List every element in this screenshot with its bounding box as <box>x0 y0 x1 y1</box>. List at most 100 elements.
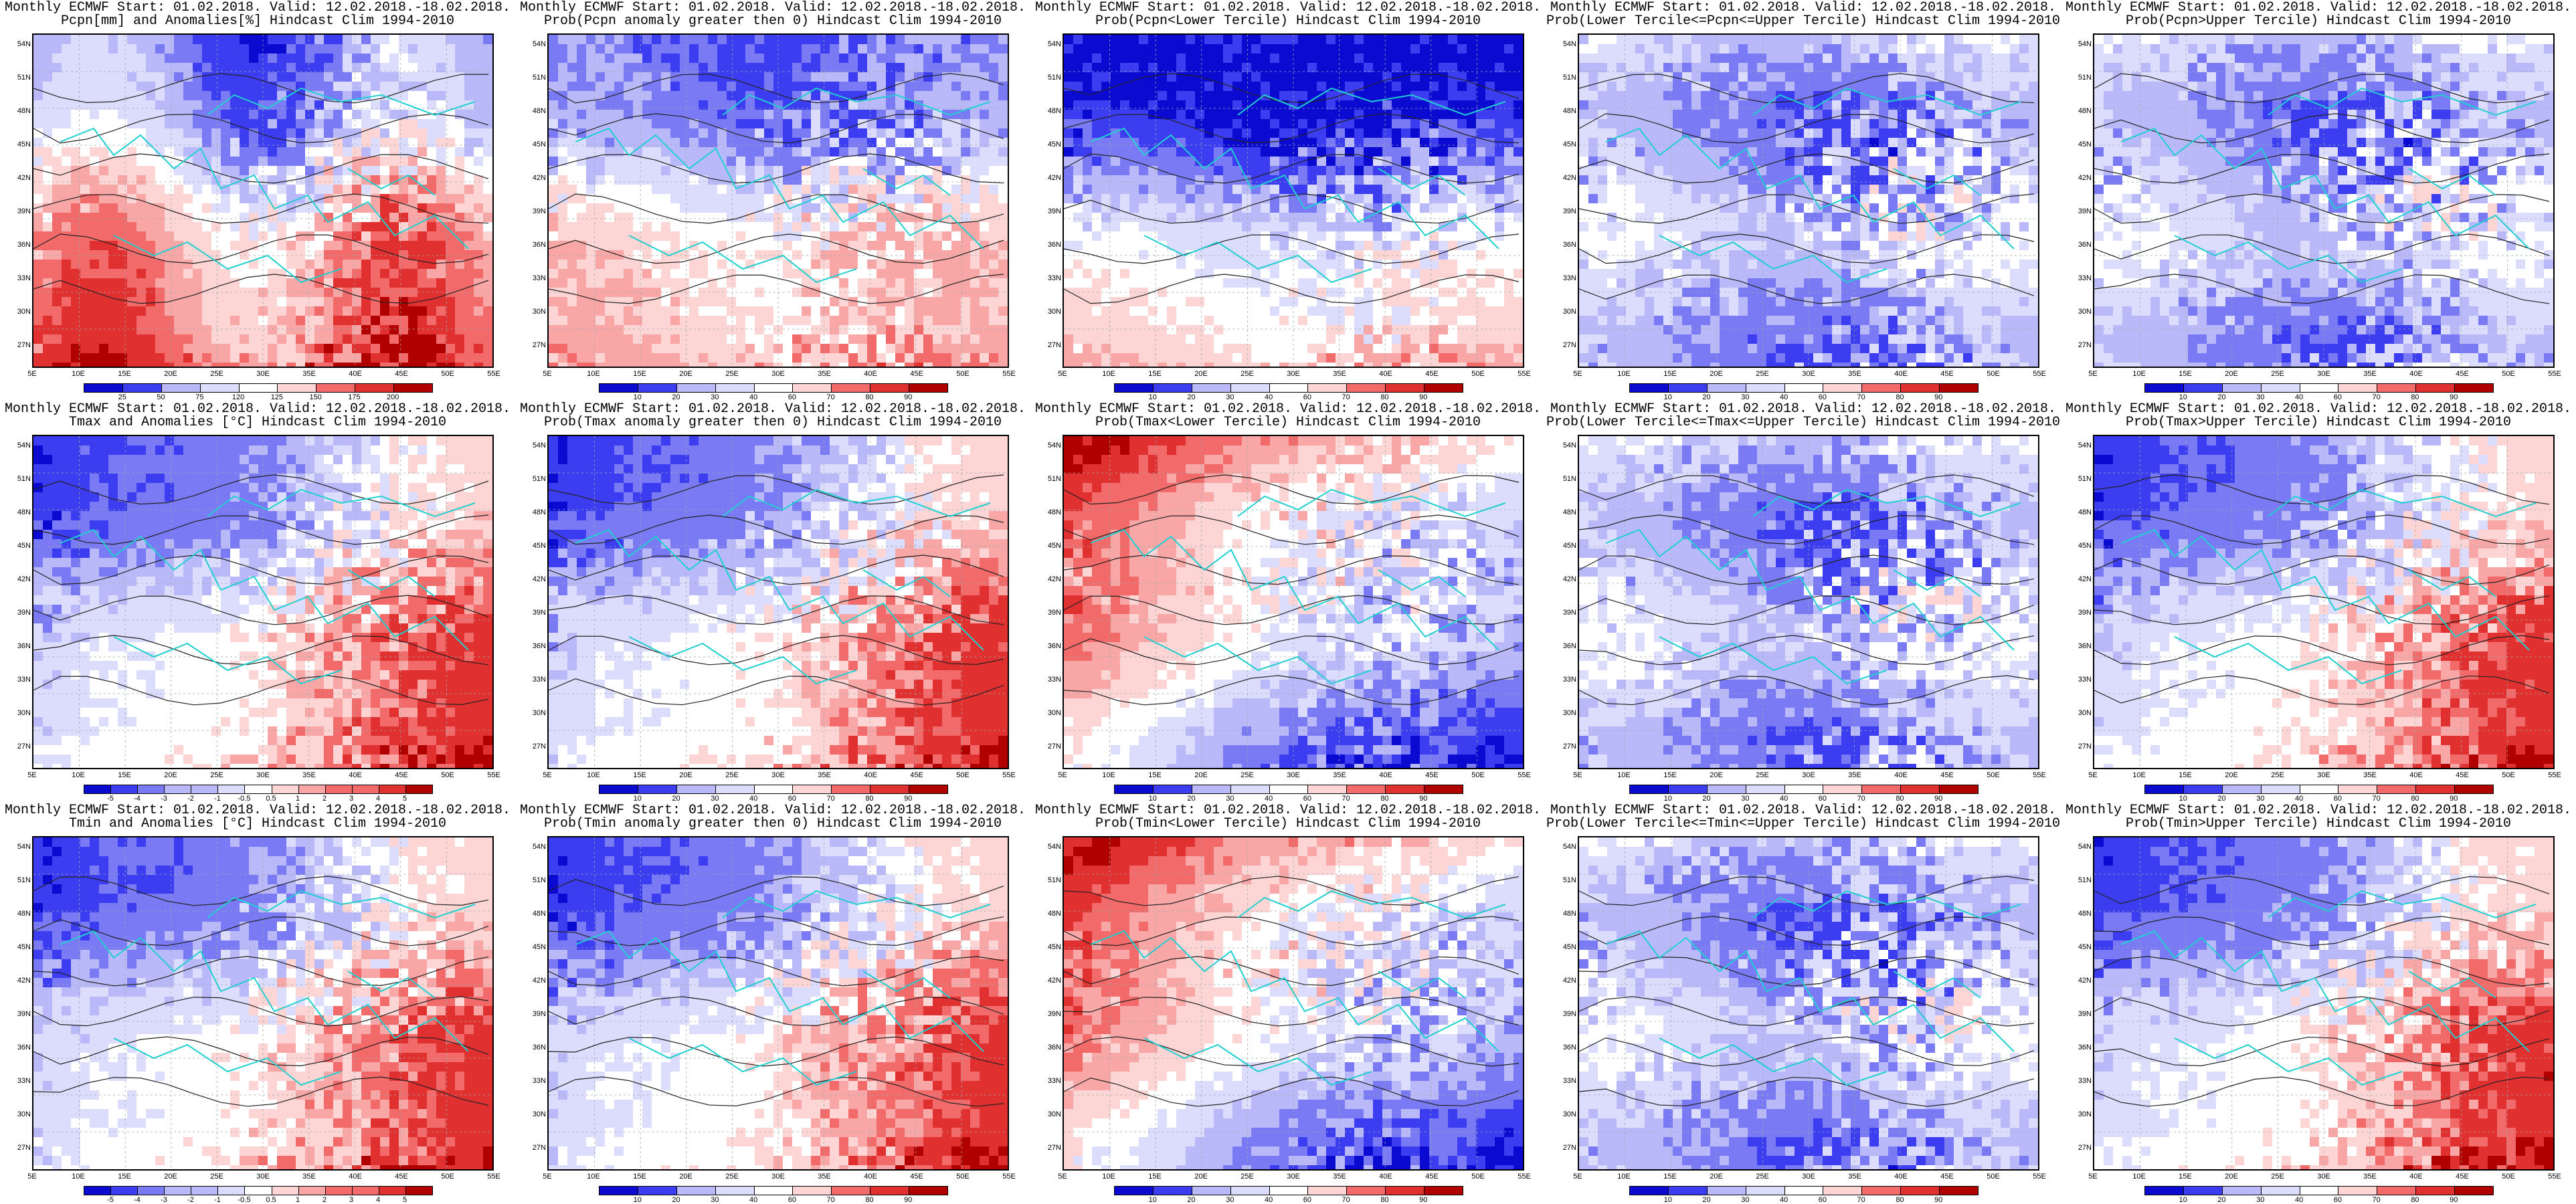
forecast-map-panel: Monthly ECMWF Start: 01.02.2018. Valid: … <box>1546 803 2061 1204</box>
colorbar-swatch <box>1269 384 1309 392</box>
latitude-label: 39N <box>1040 609 1061 617</box>
colorbar-tick-label: 20 <box>666 1196 686 1204</box>
colorbar-swatch <box>1823 1187 1863 1195</box>
colorbar-tick-label: 60 <box>1297 1196 1317 1204</box>
colorbar-swatch <box>191 785 219 793</box>
colorbar-swatch <box>2300 785 2339 793</box>
map-title-line-1: Monthly ECMWF Start: 01.02.2018. Valid: … <box>515 804 1030 817</box>
longitude-label: 30E <box>1795 1173 1822 1181</box>
longitude-label: 20E <box>1703 771 1730 779</box>
colorbar-swatch <box>1823 785 1863 793</box>
map-title: Monthly ECMWF Start: 01.02.2018. Valid: … <box>1546 403 2061 429</box>
colorbar-swatch <box>1269 1187 1309 1195</box>
colorbar-tick-label: -4 <box>127 795 147 803</box>
colorbar-swatch <box>870 1187 910 1195</box>
colorbar-swatch <box>245 785 272 793</box>
latitude-label: 51N <box>525 876 546 884</box>
map-title: Monthly ECMWF Start: 01.02.2018. Valid: … <box>2061 804 2576 831</box>
map-canvas <box>2093 435 2555 769</box>
colorbar-tick-label: 40 <box>1259 795 1279 803</box>
colorbar-swatch <box>2145 1187 2184 1195</box>
latitude-label: 27N <box>1555 1144 1576 1152</box>
map-canvas <box>1063 33 1524 368</box>
colorbar-tick-label: 20 <box>1182 393 1202 401</box>
colorbar-tick-label: -1 <box>207 795 227 803</box>
latitude-label: 30N <box>1555 709 1576 717</box>
longitude-label: 35E <box>1841 771 1868 779</box>
longitude-label: 40E <box>857 370 884 378</box>
colorbar-swatch <box>1308 785 1348 793</box>
longitude-label: 30E <box>765 1173 792 1181</box>
colorbar-tick-label: 200 <box>383 393 403 401</box>
longitude-label: 55E <box>2541 771 2568 779</box>
longitude-label: 20E <box>672 370 699 378</box>
longitude-label: 50E <box>949 1173 976 1181</box>
latitude-label: 48N <box>9 910 31 918</box>
latitude-label: 39N <box>9 207 31 215</box>
map-canvas <box>547 836 1009 1171</box>
colorbar-swatch <box>2377 1187 2417 1195</box>
longitude-label: 25E <box>2264 1173 2291 1181</box>
longitude-label: 35E <box>296 1173 323 1181</box>
colorbar-swatch <box>1630 384 1669 392</box>
colorbar-tick-label: 25 <box>112 393 132 401</box>
latitude-label: 54N <box>1040 40 1061 48</box>
latitude-label: 45N <box>1555 140 1576 148</box>
longitude-label: 50E <box>1465 1173 1491 1181</box>
colorbar-swatch <box>1862 384 1902 392</box>
longitude-label: 45E <box>1934 370 1960 378</box>
longitude-label: 30E <box>765 370 792 378</box>
longitude-label: 20E <box>672 771 699 779</box>
colorbar-swatch <box>1707 785 1746 793</box>
shaded-field <box>1064 436 1523 768</box>
colorbar-tick-label: -5 <box>100 795 120 803</box>
colorbar-tick-label: 5 <box>395 1196 415 1204</box>
forecast-map-panel: Monthly ECMWF Start: 01.02.2018. Valid: … <box>2061 803 2576 1204</box>
longitude-label: 10E <box>580 370 607 378</box>
longitude-label: 25E <box>719 1173 745 1181</box>
colorbar-swatch <box>245 1187 272 1195</box>
map-title: Monthly ECMWF Start: 01.02.2018. Valid: … <box>515 804 1030 831</box>
colorbar-swatch <box>1668 384 1708 392</box>
colorbar-tick-label: 80 <box>2405 795 2425 803</box>
map-title-line-1: Monthly ECMWF Start: 01.02.2018. Valid: … <box>0 403 515 416</box>
longitude-label: 50E <box>434 771 461 779</box>
latitude-label: 39N <box>1040 1010 1061 1018</box>
map-canvas <box>547 33 1009 368</box>
map-title-line-2: Prob(Tmin anomaly greater then 0) Hindca… <box>515 817 1030 831</box>
colorbar-swatch <box>1115 384 1154 392</box>
longitude-label: 10E <box>2126 771 2152 779</box>
longitude-label: 45E <box>903 1173 930 1181</box>
latitude-label: 33N <box>9 1077 31 1085</box>
longitude-label: 15E <box>626 1173 653 1181</box>
longitude-label: 15E <box>1141 771 1168 779</box>
longitude-label: 40E <box>2403 771 2429 779</box>
longitude-label: 15E <box>1657 771 1683 779</box>
latitude-label: 39N <box>1555 609 1576 617</box>
map-canvas <box>32 33 494 368</box>
longitude-label: 25E <box>1234 1173 1261 1181</box>
colorbar-tick-label: 10 <box>1658 1196 1678 1204</box>
colorbar-tick-label: 20 <box>1697 795 1717 803</box>
colorbar-swatch <box>754 785 794 793</box>
colorbar-swatch <box>1901 785 1940 793</box>
latitude-label: 39N <box>9 1010 31 1018</box>
colorbar-swatch <box>1940 384 1979 392</box>
colorbar-tick-label: 90 <box>1413 1196 1433 1204</box>
colorbar-tick-label: 80 <box>2405 1196 2425 1204</box>
longitude-label: 40E <box>1888 771 1914 779</box>
longitude-label: 10E <box>2126 1173 2152 1181</box>
shaded-field <box>2094 436 2553 768</box>
colorbar-tick-label: 30 <box>705 393 725 401</box>
longitude-label: 25E <box>1749 1173 1776 1181</box>
colorbar-tick-label: 0.5 <box>261 1196 281 1204</box>
longitude-label: 40E <box>342 1173 369 1181</box>
colorbar-swatch <box>1424 384 1463 392</box>
latitude-label: 39N <box>525 207 546 215</box>
colorbar-swatch <box>2455 1187 2494 1195</box>
colorbar-swatch <box>138 1187 165 1195</box>
latitude-label: 39N <box>2070 1010 2092 1018</box>
longitude-label: 35E <box>811 771 838 779</box>
latitude-label: 33N <box>525 676 546 684</box>
colorbar-tick-label: -3 <box>154 795 174 803</box>
